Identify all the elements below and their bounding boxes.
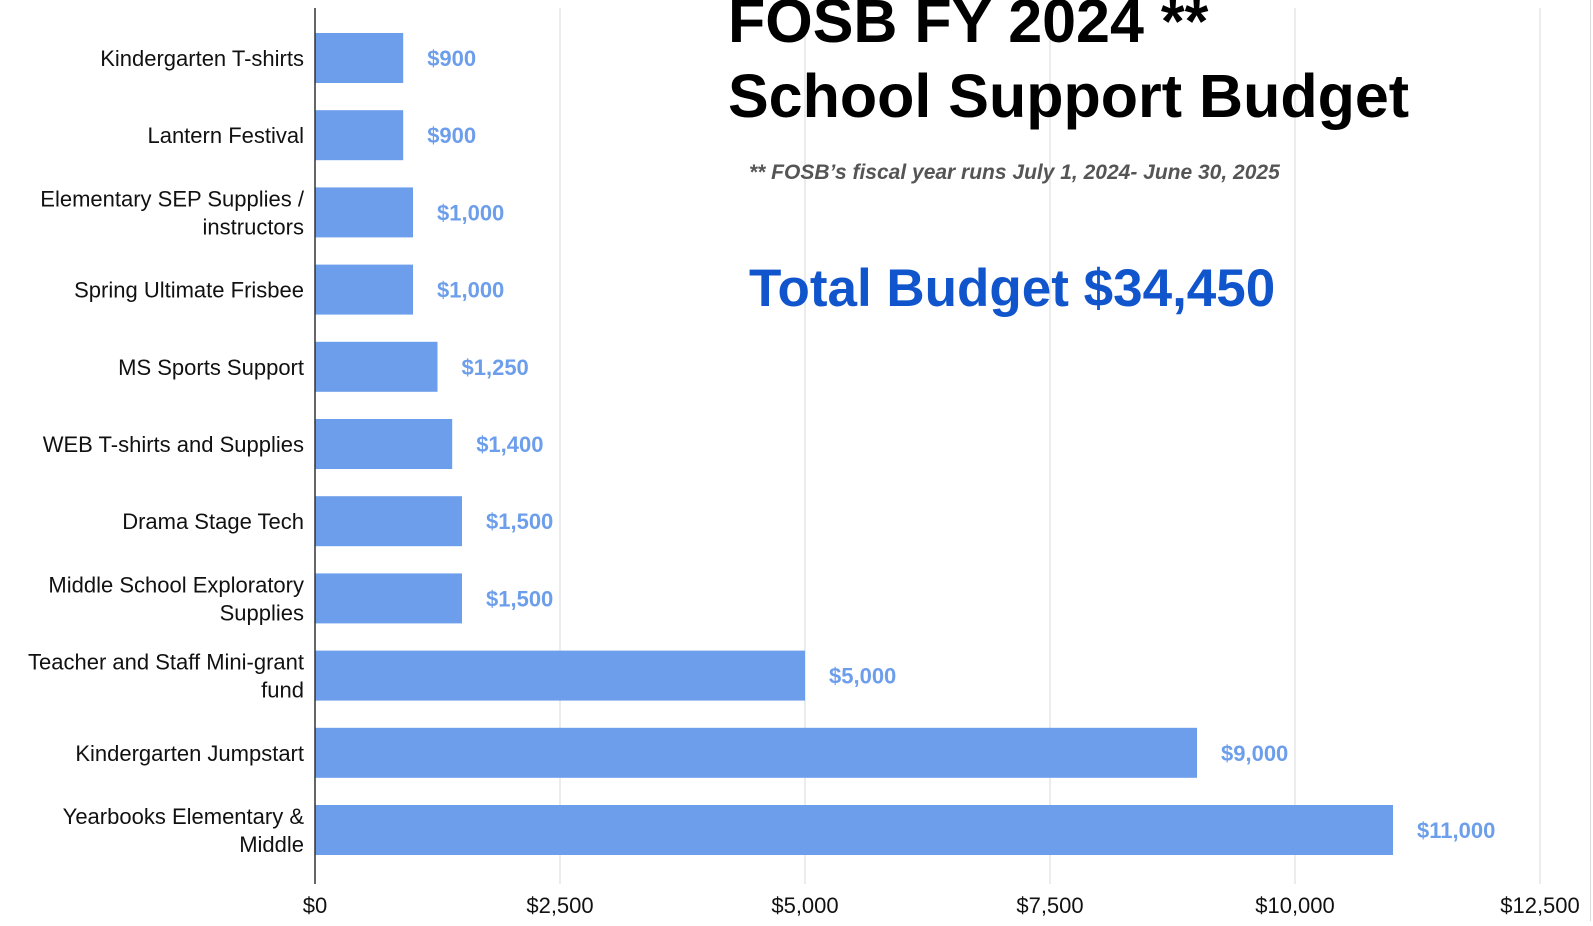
chart-subtitle: ** FOSB’s fiscal year runs July 1, 2024-… [749,161,1280,184]
category-label: Middle School Exploratory [48,572,304,597]
bar-value-label: $1,250 [462,355,529,380]
category-label: WEB T-shirts and Supplies [43,432,304,457]
bar [315,650,805,701]
category-label: fund [261,678,304,703]
x-tick-label: $10,000 [1255,893,1335,918]
bar [315,805,1393,855]
bar-value-label: $1,000 [437,278,504,303]
category-labels: Kindergarten T-shirts Lantern Festival Ele… [28,46,305,857]
category-label: Drama Stage Tech [122,509,304,534]
bar-value-label: $1,400 [476,432,543,457]
bar [315,264,413,315]
bars [315,33,1393,855]
total-budget-text: Total Budget $34,450 [749,259,1276,318]
bar [315,33,404,83]
x-tick-label: $7,500 [1016,893,1083,918]
bar-value-label: $9,000 [1221,741,1288,766]
bar [315,573,462,624]
chart-title-line-2: School Support Budget [728,62,1410,130]
right-edge-line [1590,0,1591,921]
x-tick-label: $12,500 [1500,893,1580,918]
x-tick-label: $5,000 [771,893,838,918]
data-labels: $900 $900 $1,000 $1,000 $1,250 $1,400 $1,500 $1… [427,46,1495,843]
category-label: Spring Ultimate Frisbee [74,278,304,303]
category-label: Kindergarten T-shirts [100,46,304,71]
category-label: Supplies [220,600,304,625]
category-label: Middle [239,832,304,857]
bar-value-label: $11,000 [1417,818,1495,843]
category-label: Yearbooks Elementary & [63,804,305,829]
bar [315,110,404,161]
bar [315,727,1197,778]
bar-value-label: $1,500 [486,509,553,534]
bar [315,187,413,238]
category-label: Kindergarten Jumpstart [75,741,304,766]
chart-title-line-1: FOSB FY 2024 ** [728,0,1209,55]
x-tick-label: $0 [303,893,327,918]
bar-value-label: $5,000 [829,664,896,689]
bar [315,496,462,547]
bar-value-label: $1,000 [437,200,504,225]
bar [315,341,438,392]
category-label: Elementary SEP Supplies / [40,186,305,211]
bar [315,419,453,469]
x-tick-label: $2,500 [526,893,593,918]
category-label: Teacher and Staff Mini-grant [28,650,304,675]
category-label: MS Sports Support [118,355,304,380]
x-tick-labels: $0 $2,500 $5,000 $7,500 $10,000 $12,500 [303,893,1580,918]
bar-value-label: $900 [427,123,476,148]
category-label: Lantern Festival [147,123,304,148]
category-label: instructors [203,214,304,239]
bar-value-label: $900 [427,46,476,71]
bar-value-label: $1,500 [486,586,553,611]
